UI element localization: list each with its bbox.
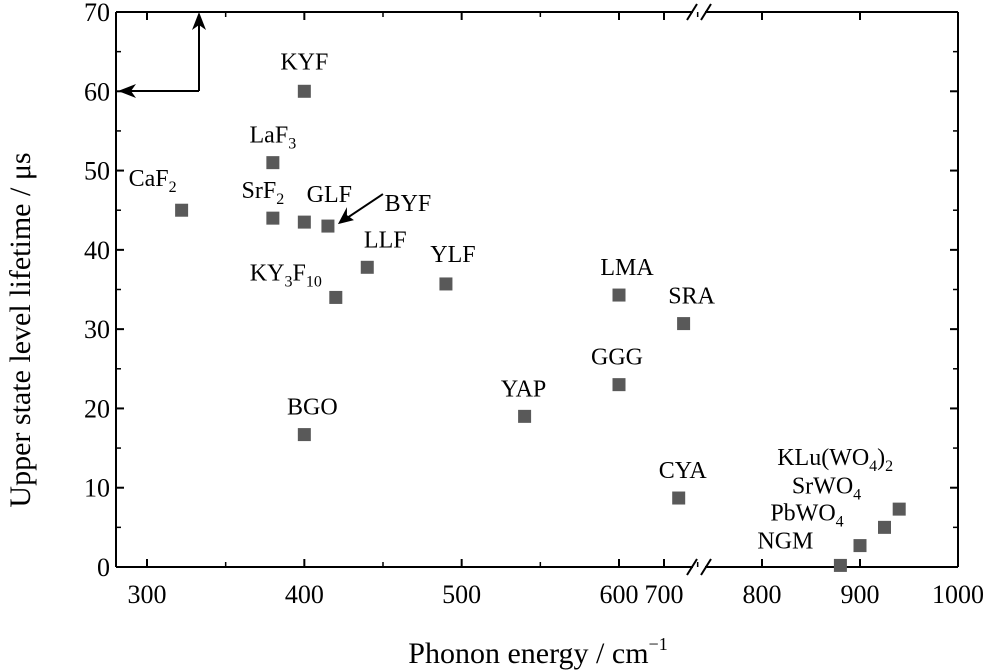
point-ylf <box>439 277 453 291</box>
label-ylf: YLF <box>430 242 475 268</box>
x-axis-label: Phonon energy / cm−1 <box>408 634 667 670</box>
point-ky3f10 <box>329 290 343 304</box>
y-tick-label: 50 <box>84 157 110 186</box>
label-ggg: GGG <box>591 345 643 371</box>
point-bgo <box>297 428 311 442</box>
point-yap <box>518 409 532 423</box>
break-mark <box>700 3 712 21</box>
label-pbwo4: PbWO4 <box>770 501 843 531</box>
plot-frame <box>115 11 959 568</box>
label-sra: SRA <box>668 284 715 310</box>
break-mark <box>700 558 712 576</box>
y-tick-label: 70 <box>84 0 110 27</box>
label-srf2: SrF2 <box>242 178 285 208</box>
point-cya <box>672 491 686 505</box>
label-bgo: BGO <box>287 395 338 421</box>
x-tick-label: 800 <box>743 580 782 609</box>
point-klu-wo4-2 <box>892 502 906 516</box>
label-ky3f10: KY3F10 <box>250 260 322 290</box>
label-glf: GLF <box>307 182 352 208</box>
point-laf3 <box>266 156 280 170</box>
point-srf2 <box>266 211 280 225</box>
axis-break-marks <box>686 3 712 576</box>
x-tick-label: 400 <box>285 580 324 609</box>
label-kyf: KYF <box>280 49 328 75</box>
data-points <box>175 84 906 572</box>
y-tick-label: 40 <box>84 236 110 265</box>
point-labels: CaF2 KYF LaF3 SrF2 GLF BYF LLF KY3F10 YLF LMA SRA G… <box>129 49 894 554</box>
x-tick-label: 1000 <box>932 580 984 609</box>
callout-line <box>343 193 384 221</box>
point-sra <box>677 317 691 331</box>
axes-inset-arrows <box>118 12 206 98</box>
point-pbwo4 <box>853 539 867 553</box>
x-tick-label: 900 <box>841 580 880 609</box>
x-tick-label: 300 <box>128 580 167 609</box>
x-tick-label: 600 <box>600 580 639 609</box>
byf-callout-arrow <box>337 193 384 225</box>
label-llf: LLF <box>364 227 407 253</box>
label-byf: BYF <box>385 191 432 217</box>
left-arrow-head <box>118 84 136 98</box>
x-axis-ticks: 300 400 500 600 700 800 900 1000 <box>128 12 984 609</box>
point-srwo4 <box>878 520 891 534</box>
label-lma: LMA <box>600 255 654 281</box>
point-ggg <box>612 378 626 392</box>
y-axis-label: Upper state level lifetime / μs <box>4 152 37 507</box>
label-srwo4: SrWO4 <box>792 473 861 503</box>
y-tick-label: 20 <box>84 394 110 423</box>
y-tick-label: 0 <box>97 553 110 582</box>
label-ngm: NGM <box>757 528 813 554</box>
label-laf3: LaF3 <box>250 123 297 153</box>
up-arrow-head <box>192 12 206 30</box>
point-byf <box>321 219 335 233</box>
y-tick-label: 60 <box>84 77 110 106</box>
break-mark <box>686 558 698 576</box>
x-tick-label: 700 <box>645 580 684 609</box>
point-ngm <box>833 558 847 572</box>
y-tick-label: 10 <box>84 474 110 503</box>
point-llf <box>360 260 374 274</box>
label-yap: YAP <box>501 376 546 402</box>
point-lma <box>612 288 626 302</box>
label-klu-wo4-2: KLu(WO4)2 <box>777 445 893 475</box>
point-kyf <box>297 84 311 98</box>
point-glf <box>297 215 311 229</box>
y-axis-ticks: 0 10 20 30 40 50 60 70 <box>84 0 958 582</box>
label-cya: CYA <box>659 458 708 484</box>
label-caf2: CaF2 <box>129 166 177 196</box>
break-mark <box>686 3 698 21</box>
x-tick-label: 500 <box>442 580 481 609</box>
callout-head <box>337 207 354 225</box>
y-tick-label: 30 <box>84 315 110 344</box>
point-caf2 <box>175 203 189 217</box>
